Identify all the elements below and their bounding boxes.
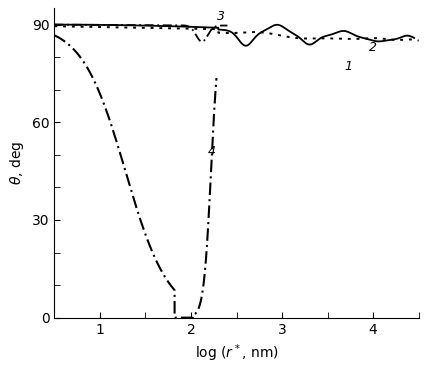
X-axis label: log ($r^*$, nm): log ($r^*$, nm) <box>194 342 278 364</box>
Text: 1: 1 <box>343 60 351 73</box>
Text: 2: 2 <box>368 41 376 54</box>
Y-axis label: $\theta$, deg: $\theta$, deg <box>9 141 26 185</box>
Text: 4: 4 <box>207 145 215 158</box>
Text: 3: 3 <box>216 10 224 23</box>
